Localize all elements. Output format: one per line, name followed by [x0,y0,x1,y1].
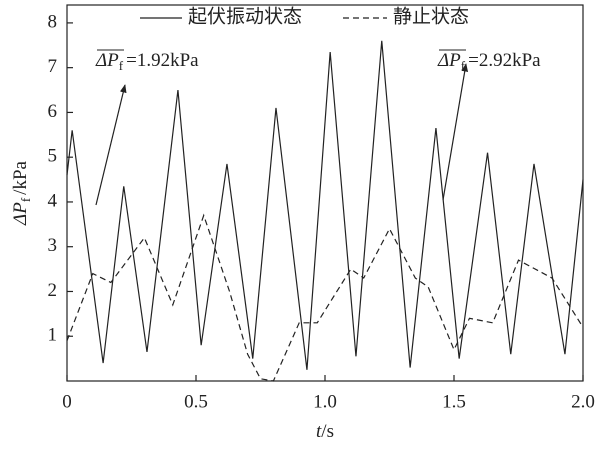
y-tick-label: 7 [48,56,58,77]
x-tick-label: 0.5 [184,391,208,412]
y-axis-symbol: ΔP [10,202,31,226]
x-tick-label: 0 [62,391,72,412]
annotation-text: =2.92kPa [468,50,541,71]
annotation-arrow [442,63,469,201]
x-axis-symbol: t [316,421,322,442]
series-line [66,40,584,370]
annotation: ΔPf =2.92kPa [437,50,541,73]
y-tick-label: 3 [48,235,58,256]
y-tick-label: 5 [48,146,58,167]
annotation-symbol: ΔP [437,50,461,71]
y-tick-label: 8 [48,11,58,32]
legend-label: 起伏振动状态 [188,5,302,27]
annotation-subscript: f [119,58,124,73]
annotation: ΔPf =1.92kPa [95,50,199,73]
y-tick-label: 1 [48,325,58,346]
x-axis-unit: /s [321,421,334,442]
annotation-arrow [95,84,127,206]
y-axis-label: ΔPf/kPa [10,160,33,225]
x-tick-label: 2.0 [571,391,595,412]
annotation-symbol: ΔP [95,50,119,71]
y-axis-subscript: f [18,197,33,202]
x-axis-label: t/s [316,421,334,442]
x-tick-label: 1.0 [313,391,337,412]
y-axis-unit: /kPa [10,160,31,194]
legend-label: 静止状态 [393,5,469,27]
x-tick-label: 1.5 [442,391,466,412]
y-tick-label: 2 [48,280,58,301]
annotation-text: =1.92kPa [126,50,199,71]
y-tick-label: 4 [48,190,58,211]
annotation-subscript: f [461,58,466,73]
series-line [66,213,584,382]
y-tick-label: 6 [48,101,58,122]
